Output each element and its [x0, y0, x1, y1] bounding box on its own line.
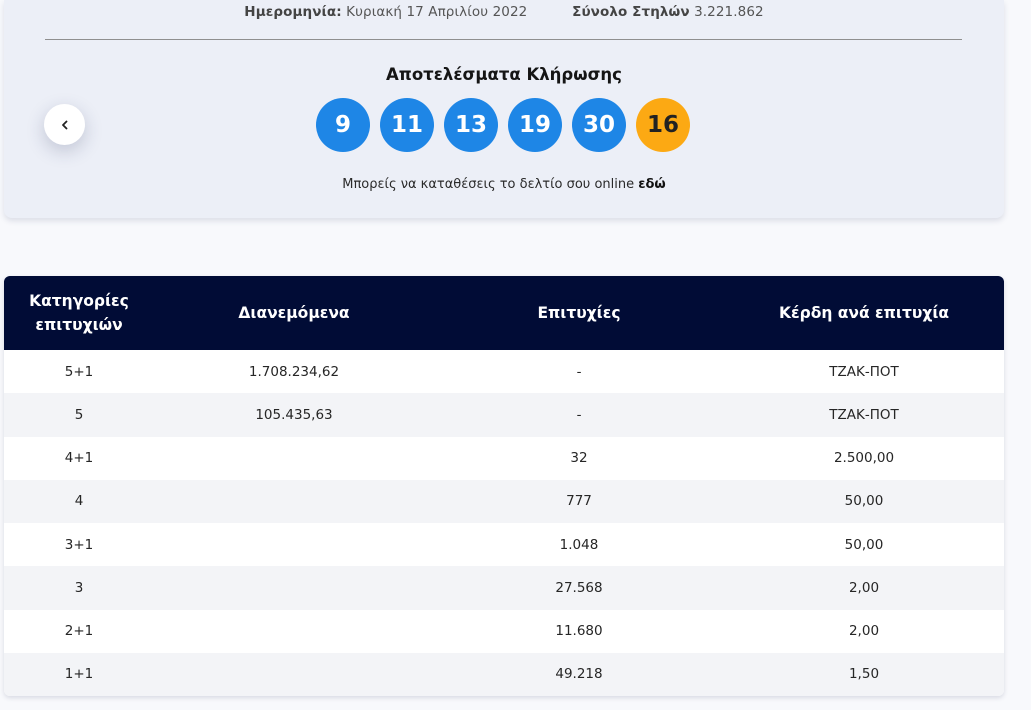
- divider: [45, 39, 962, 40]
- cell-distributed: [154, 480, 434, 523]
- results-title: Αποτελέσματα Κλήρωσης: [386, 65, 622, 84]
- cell-prize: ΤΖΑΚ-ΠΟΤ: [829, 406, 899, 423]
- previous-draw-button[interactable]: [44, 104, 85, 145]
- cell-distributed: [154, 653, 434, 696]
- cell-winners: 32: [570, 450, 588, 467]
- draw-info: Ημερομηνία: Κυριακή 17 Απριλίου 2022 Σύν…: [4, 4, 1004, 20]
- bonus-ball: 16: [636, 98, 690, 152]
- cell-winners: 1.048: [559, 536, 599, 553]
- date-value: Κυριακή 17 Απριλίου 2022: [346, 4, 528, 20]
- prize-table: Κατηγορίες επιτυχιών Διανεμόμενα Επιτυχί…: [4, 276, 1004, 696]
- online-text: Μπορείς να καταθέσεις το δελτίο σου onli…: [342, 177, 635, 192]
- cell-distributed: 1.708.234,62: [248, 363, 340, 380]
- header-winners: Επιτυχίες: [537, 304, 621, 322]
- cell-prize: 2.500,00: [833, 450, 895, 467]
- cell-prize: ΤΖΑΚ-ΠΟΤ: [829, 363, 899, 380]
- cell-winners: 27.568: [555, 579, 603, 596]
- cell-winners: -: [576, 406, 582, 423]
- table-row: 3+1 1.048 50,00: [4, 523, 1004, 567]
- cell-distributed: [154, 566, 434, 609]
- table-row: 5+1 1.708.234,62 - ΤΖΑΚ-ΠΟΤ: [4, 350, 1004, 394]
- header-distributed: Διανεμόμενα: [238, 304, 350, 322]
- cell-category: 5: [74, 406, 84, 423]
- cell-category: 2+1: [64, 623, 94, 640]
- table-row: 4 777 50,00: [4, 479, 1004, 523]
- chevron-left-icon: [61, 120, 67, 129]
- table-row: 3 27.568 2,00: [4, 566, 1004, 610]
- table-header-row: Κατηγορίες επιτυχιών Διανεμόμενα Επιτυχί…: [4, 276, 1004, 350]
- cell-winners: 11.680: [555, 623, 603, 640]
- cell-category: 3+1: [64, 536, 94, 553]
- cell-winners: 49.218: [555, 666, 603, 683]
- cell-winners: -: [576, 363, 582, 380]
- cell-prize: 50,00: [844, 536, 884, 553]
- cell-category: 4+1: [64, 450, 94, 467]
- cell-category: 3: [74, 579, 84, 596]
- header-prize: Κέρδη ανά επιτυχία: [778, 304, 950, 322]
- cell-winners: 777: [566, 493, 592, 510]
- number-ball: 9: [316, 98, 370, 152]
- cell-prize: 50,00: [844, 493, 884, 510]
- table-row: 4+1 32 2.500,00: [4, 436, 1004, 480]
- cell-distributed: [154, 610, 434, 653]
- online-link[interactable]: εδώ: [638, 177, 666, 192]
- date-label: Ημερομηνία:: [244, 4, 342, 20]
- number-ball: 19: [508, 98, 562, 152]
- table-row: 2+1 11.680 2,00: [4, 609, 1004, 653]
- cell-category: 4: [74, 493, 84, 510]
- table-row: 1+1 49.218 1,50: [4, 652, 1004, 696]
- cell-distributed: [154, 437, 434, 480]
- cell-prize: 2,00: [848, 579, 880, 596]
- number-ball: 30: [572, 98, 626, 152]
- header-category: Κατηγορίες επιτυχιών: [29, 292, 129, 334]
- number-ball: 11: [380, 98, 434, 152]
- number-ball: 13: [444, 98, 498, 152]
- cell-prize: 2,00: [848, 623, 880, 640]
- columns-value: 3.221.862: [694, 4, 764, 20]
- cell-prize: 1,50: [848, 666, 880, 683]
- cell-distributed: 105.435,63: [255, 406, 333, 423]
- table-body: 5+1 1.708.234,62 - ΤΖΑΚ-ΠΟΤ 5 105.435,63…: [4, 350, 1004, 696]
- cell-distributed: [154, 523, 434, 566]
- table-row: 5 105.435,63 - ΤΖΑΚ-ΠΟΤ: [4, 393, 1004, 437]
- results-card: Ημερομηνία: Κυριακή 17 Απριλίου 2022 Σύν…: [4, 0, 1004, 218]
- online-submit-text: Μπορείς να καταθέσεις το δελτίο σου onli…: [4, 177, 1004, 192]
- cell-category: 5+1: [64, 363, 94, 380]
- cell-category: 1+1: [64, 666, 94, 683]
- winning-numbers: 9 11 13 19 30 16: [316, 98, 690, 152]
- columns-label: Σύνολο Στηλών: [572, 4, 690, 20]
